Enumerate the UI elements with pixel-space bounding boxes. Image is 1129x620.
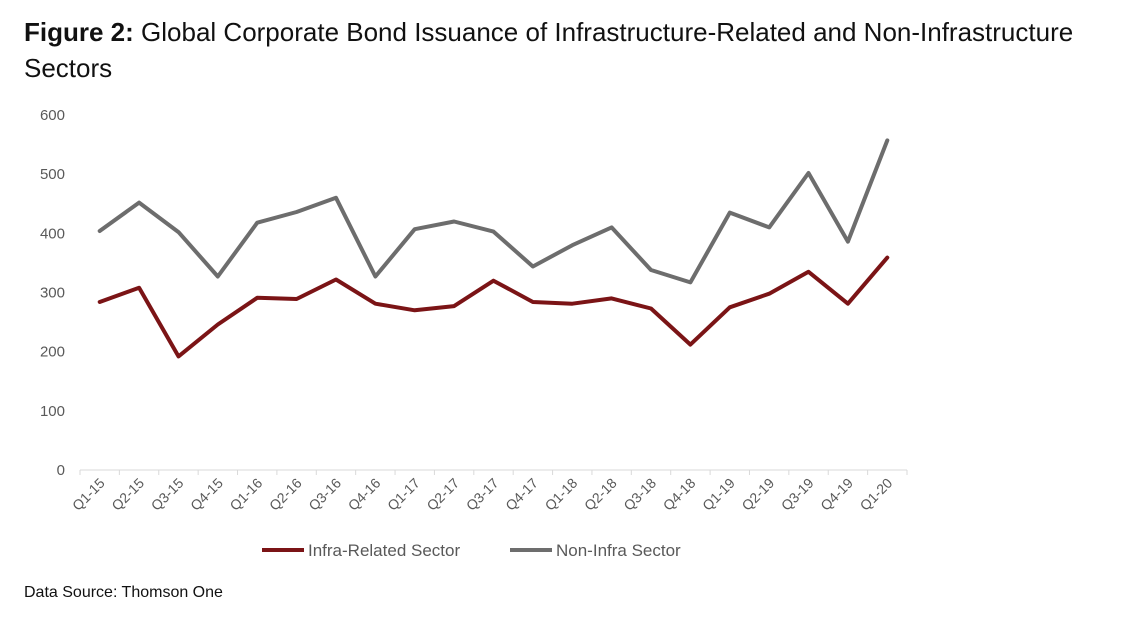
y-tick-label: 600 — [40, 107, 65, 124]
y-tick-label: 100 — [40, 403, 65, 420]
data-source-note: Data Source: Thomson One — [24, 584, 223, 601]
x-tick-label: Q3-16 — [305, 475, 344, 514]
x-tick-label: Q4-15 — [187, 475, 226, 514]
y-tick-label: 200 — [40, 344, 65, 361]
x-tick-label: Q3-19 — [778, 475, 817, 514]
figure-title-text: Global Corporate Bond Issuance of Infras… — [24, 17, 1074, 83]
x-tick-label: Q2-15 — [108, 475, 147, 514]
x-tick-label: Q1-16 — [226, 475, 265, 514]
x-tick-label: Q2-18 — [581, 475, 620, 514]
y-tick-label: 0 — [57, 462, 65, 479]
y-tick-label: 300 — [40, 285, 65, 302]
y-tick-label: 400 — [40, 225, 65, 242]
x-tick-label: Q4-17 — [502, 475, 541, 514]
x-tick-label: Q1-19 — [699, 475, 738, 514]
figure-label: Figure 2 — [24, 17, 126, 47]
x-tick-label: Q2-19 — [738, 475, 777, 514]
x-tick-label: Q2-16 — [266, 475, 305, 514]
x-tick-label: Q2-17 — [423, 475, 462, 514]
series-line — [97, 255, 890, 359]
x-tick-label: Q3-15 — [148, 475, 187, 514]
x-tick-label: Q1-18 — [542, 475, 581, 514]
x-tick-label: Q1-15 — [69, 475, 108, 514]
legend-label: Infra-Related Sector — [308, 541, 460, 560]
legend-label: Non-Infra Sector — [556, 541, 681, 560]
x-tick-label: Q1-20 — [857, 475, 896, 514]
x-tick-label: Q4-19 — [817, 475, 856, 514]
x-tick-label: Q3-18 — [620, 475, 659, 514]
figure-label-separator: : — [125, 17, 134, 47]
x-tick-label: Q3-17 — [463, 475, 502, 514]
series-line — [97, 138, 890, 285]
chart-title: Figure 2: Global Corporate Bond Issuance… — [24, 14, 1104, 86]
x-tick-label: Q4-18 — [660, 475, 699, 514]
x-tick-label: Q1-17 — [384, 475, 423, 514]
x-tick-label: Q4-16 — [345, 475, 384, 514]
y-tick-label: 500 — [40, 166, 65, 183]
